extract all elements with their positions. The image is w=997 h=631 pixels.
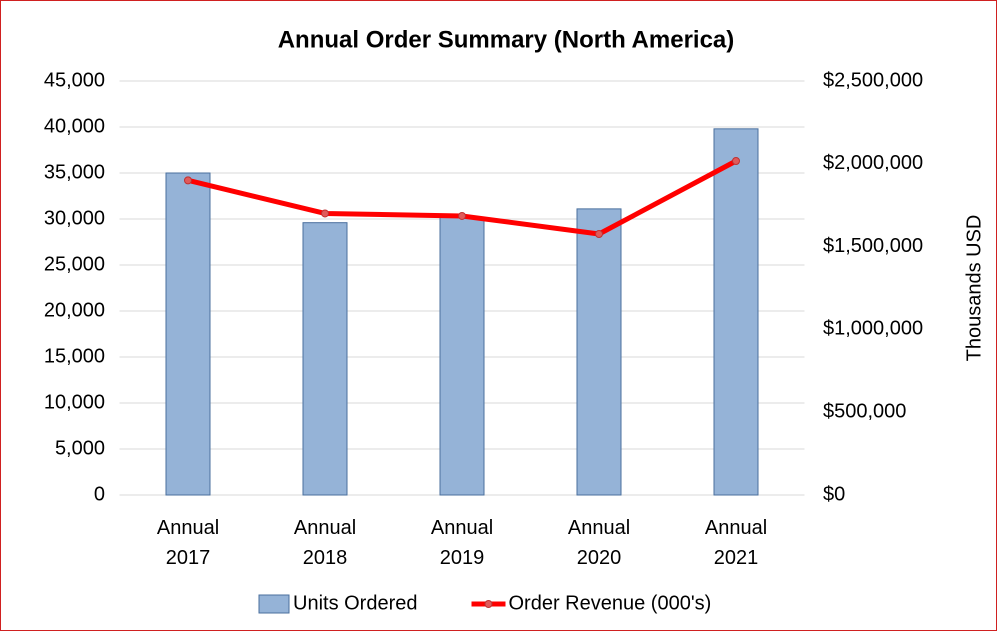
y2-tick-label: $2,000,000 bbox=[823, 152, 923, 174]
legend-marker bbox=[484, 600, 493, 608]
x-tick-label: Annual 2017 bbox=[156, 517, 220, 569]
legend-label: Units Ordered bbox=[293, 592, 418, 614]
bar bbox=[576, 208, 622, 496]
line-marker bbox=[321, 209, 329, 218]
y-tick-label: 40,000 bbox=[44, 115, 105, 137]
y2-tick-label: $0 bbox=[823, 483, 845, 505]
y2-tick-label: $2,500,000 bbox=[823, 69, 923, 91]
line-marker bbox=[595, 230, 603, 239]
legend-label: Order Revenue (000's) bbox=[509, 592, 712, 614]
x-tick-label: Annual 2018 bbox=[293, 517, 357, 569]
y2-tick-label: $1,500,000 bbox=[823, 235, 923, 257]
line-marker bbox=[458, 211, 466, 220]
line-marker bbox=[184, 176, 192, 185]
y-tick-label: 15,000 bbox=[44, 345, 105, 367]
y2-tick-label: $500,000 bbox=[823, 400, 906, 422]
y-tick-label: 45,000 bbox=[44, 69, 105, 91]
y2-tick-label: $1,000,000 bbox=[823, 318, 923, 340]
y-tick-label: 0 bbox=[94, 483, 105, 505]
x-tick-label: Annual 2020 bbox=[567, 517, 631, 569]
legend-swatch bbox=[258, 594, 290, 614]
line-marker bbox=[732, 156, 740, 165]
y-tick-label: 20,000 bbox=[44, 299, 105, 321]
y-tick-label: 35,000 bbox=[44, 161, 105, 183]
y-tick-label: 5,000 bbox=[55, 437, 105, 459]
y-tick-label: 10,000 bbox=[44, 391, 105, 413]
x-tick-label: Annual 2021 bbox=[704, 517, 768, 569]
x-tick-label: Annual 2019 bbox=[430, 517, 494, 569]
chart-title: Annual Order Summary (North America) bbox=[278, 26, 735, 53]
bar bbox=[302, 222, 348, 496]
y-tick-label: 30,000 bbox=[44, 207, 105, 229]
bar bbox=[165, 172, 211, 496]
y2-axis-title: Thousands USD bbox=[963, 215, 985, 362]
bar bbox=[713, 128, 759, 496]
y-tick-label: 25,000 bbox=[44, 253, 105, 275]
bar bbox=[439, 216, 485, 496]
